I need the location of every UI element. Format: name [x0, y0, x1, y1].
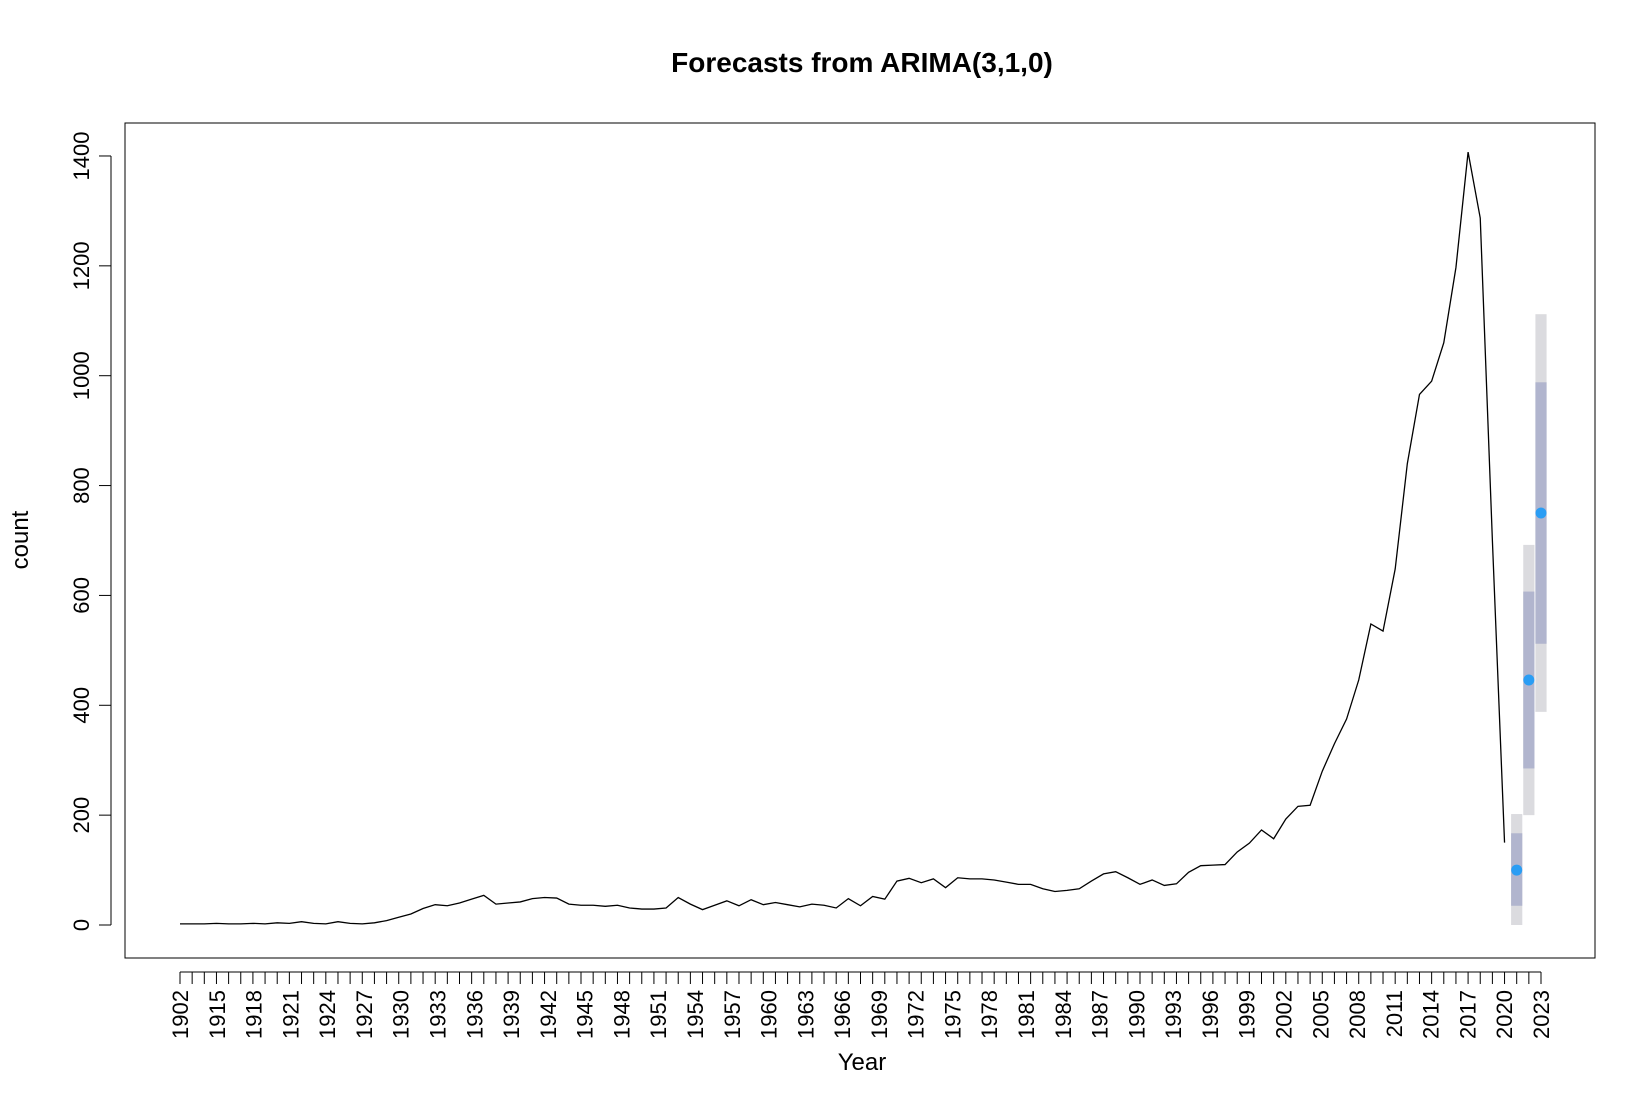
x-tick-label: 2020 [1492, 990, 1517, 1039]
x-tick-label: 1996 [1198, 990, 1223, 1039]
x-tick-label: 1981 [1014, 990, 1039, 1039]
x-tick-label: 1987 [1088, 990, 1113, 1039]
x-tick-label: 1969 [867, 990, 892, 1039]
x-tick-label: 1975 [940, 990, 965, 1039]
plot-box [124, 122, 1596, 959]
y-tick-label: 400 [69, 687, 94, 724]
x-tick-label: 1921 [278, 990, 303, 1039]
x-axis-title: Year [838, 1049, 887, 1076]
x-tick-label: 1918 [242, 990, 267, 1039]
x-tick-label: 1948 [609, 990, 634, 1039]
x-tick-label: 1902 [168, 990, 193, 1039]
x-tick-label: 1984 [1051, 990, 1076, 1039]
x-tick-label: 1966 [830, 990, 855, 1039]
x-tick-label: 1954 [683, 990, 708, 1039]
y-tick-label: 800 [69, 467, 94, 504]
y-tick-label: 1000 [69, 351, 94, 400]
x-tick-label: 1942 [536, 990, 561, 1039]
y-tick-label: 600 [69, 577, 94, 614]
y-axis: 0 200 400 600 800 1000 1200 1400 [69, 132, 112, 931]
x-tick-label: 2002 [1272, 990, 1297, 1039]
forecast-point [1535, 507, 1547, 519]
x-tick-label: 1927 [352, 990, 377, 1039]
y-tick-label: 0 [69, 919, 94, 931]
forecast-bands [1511, 314, 1547, 925]
x-tick-label: 1936 [462, 990, 487, 1039]
y-tick-label: 1400 [69, 132, 94, 181]
x-tick-label: 1978 [977, 990, 1002, 1039]
chart-title: Forecasts from ARIMA(3,1,0) [671, 47, 1053, 78]
x-tick-label: 1924 [315, 990, 340, 1039]
y-axis-title: count [7, 510, 34, 569]
x-tick-label: 1972 [904, 990, 929, 1039]
x-tick-label: 1963 [793, 990, 818, 1039]
x-tick-label: 1999 [1235, 990, 1260, 1039]
forecast-point [1511, 864, 1523, 876]
x-tick-label: 1939 [499, 990, 524, 1039]
x-tick-label: 2008 [1345, 990, 1370, 1039]
x-tick-label: 1960 [757, 990, 782, 1039]
x-axis: 1902 1915 1918 1921 1924 1927 1930 1933 1936 1939… [168, 971, 1554, 1039]
x-tick-label: 1915 [205, 990, 230, 1039]
x-tick-label: 2023 [1529, 990, 1554, 1039]
x-tick-label: 2014 [1419, 990, 1444, 1039]
x-tick-label: 1930 [389, 990, 414, 1039]
x-tick-label: 2011 [1382, 990, 1407, 1037]
x-tick-label: 1990 [1124, 990, 1149, 1039]
series-line-layer [180, 152, 1506, 925]
forecast-point [1523, 674, 1535, 686]
y-tick-label: 200 [69, 797, 94, 834]
x-tick-label: 2005 [1308, 990, 1333, 1039]
series-line [180, 152, 1506, 925]
x-tick-label: 1993 [1161, 990, 1186, 1039]
x-tick-label: 1933 [425, 990, 450, 1039]
forecast-points [1511, 507, 1547, 876]
x-tick-label: 1945 [573, 990, 598, 1039]
y-tick-label: 1200 [69, 241, 94, 290]
x-tick-label: 1957 [720, 990, 745, 1039]
x-tick-label: 2017 [1455, 990, 1480, 1039]
x-tick-label: 1951 [646, 990, 671, 1039]
